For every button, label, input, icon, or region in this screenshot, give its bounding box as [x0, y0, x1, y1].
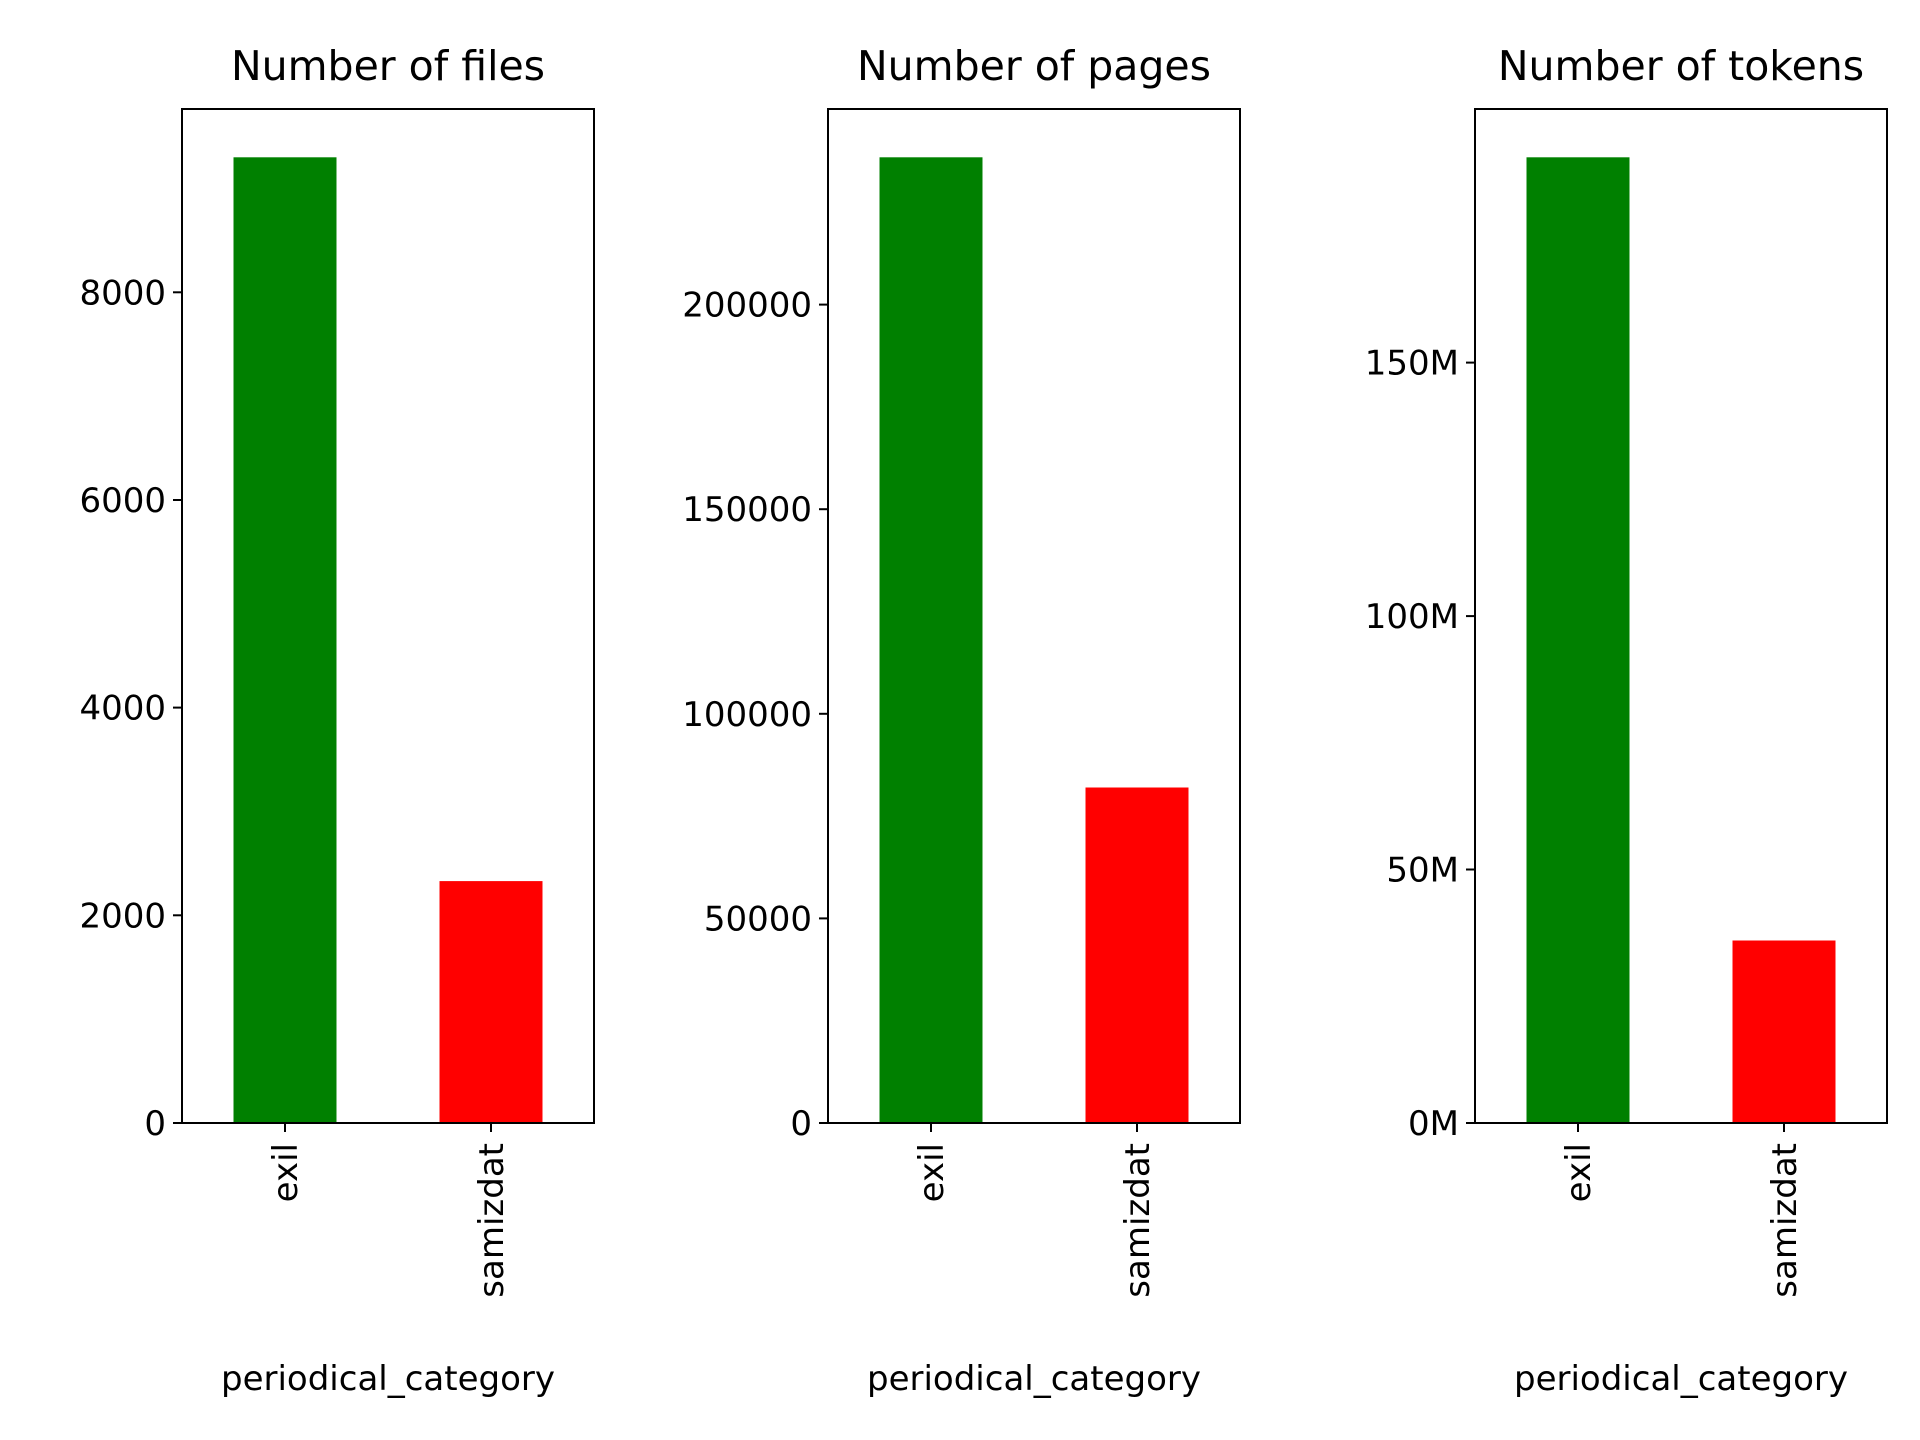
y-tick-label: 50M: [1386, 851, 1459, 891]
chart-panel-2: 0 50000 100000 150000 200000 exil samizdat Numb…: [682, 42, 1241, 1399]
chart-title: Number of files: [231, 42, 545, 90]
bar-samizdat: [439, 881, 543, 1123]
y-tick-label: 6000: [79, 481, 166, 521]
x-tick-label-samizdat: samizdat: [1765, 1143, 1805, 1298]
bar-samizdat: [1732, 940, 1836, 1123]
y-tick-label: 0: [790, 1104, 812, 1144]
bar-exil: [233, 157, 337, 1124]
y-tick-label: 0M: [1408, 1104, 1459, 1144]
x-tick-label-samizdat: samizdat: [472, 1143, 512, 1298]
x-axis-label: periodical_category: [1514, 1359, 1848, 1399]
axes-frame: [181, 108, 595, 1124]
y-tick-label: 4000: [79, 689, 166, 729]
axes-frame: [827, 108, 1241, 1124]
y-tick-label: 0: [144, 1104, 166, 1144]
y-tick-label: 8000: [79, 273, 166, 313]
y-tick-label: 150M: [1365, 344, 1459, 384]
bar-exil: [1526, 157, 1630, 1124]
x-axis-label: periodical_category: [867, 1359, 1201, 1399]
x-tick-label-exil: exil: [1559, 1143, 1599, 1202]
x-tick-label-exil: exil: [266, 1143, 306, 1202]
bar-exil: [879, 157, 983, 1124]
chart-panel-3: 0M 50M 100M 150M exil samizdat Number of token…: [1365, 42, 1888, 1399]
y-tick-label: 200000: [682, 286, 812, 326]
x-tick-label-exil: exil: [912, 1143, 952, 1202]
x-axis-label: periodical_category: [221, 1359, 555, 1399]
y-tick-label: 2000: [79, 896, 166, 936]
y-tick-label: 100M: [1365, 597, 1459, 637]
chart-panel-1: 0 2000 4000 6000 8000 exil samizdat Number of f…: [79, 42, 595, 1399]
y-tick-label: 100000: [682, 695, 812, 735]
chart-title: Number of pages: [857, 42, 1211, 90]
y-tick-label: 50000: [704, 899, 812, 939]
x-tick-label-samizdat: samizdat: [1118, 1143, 1158, 1298]
bar-samizdat: [1085, 787, 1189, 1123]
y-tick-label: 150000: [682, 490, 812, 530]
chart-title: Number of tokens: [1498, 42, 1864, 90]
